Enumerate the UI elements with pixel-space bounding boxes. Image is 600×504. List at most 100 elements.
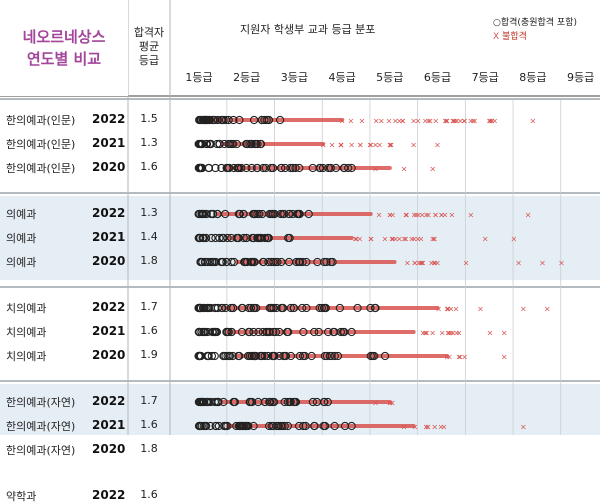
row-year: 2020 <box>92 160 126 174</box>
pass-mark <box>262 327 272 337</box>
pass-mark <box>253 233 263 243</box>
pass-mark <box>301 421 310 431</box>
pass-mark <box>195 351 204 361</box>
pass-mark <box>219 351 228 361</box>
fail-mark: × <box>450 117 457 126</box>
fail-mark: × <box>442 211 449 220</box>
fail-mark: × <box>423 329 430 338</box>
fail-mark: × <box>434 141 441 150</box>
pass-mark <box>380 351 390 361</box>
row-avg-grade: 1.3 <box>140 136 158 149</box>
fail-mark: × <box>399 117 406 126</box>
heading-line-2: 연도별 비교 <box>26 50 102 68</box>
fail-mark: × <box>390 235 397 244</box>
fail-mark: × <box>454 117 461 126</box>
row-label: 한의예과(자연) <box>6 420 76 433</box>
pass-mark <box>280 421 289 431</box>
fail-mark: × <box>429 165 436 174</box>
pass-mark <box>249 115 259 125</box>
pass-mark <box>247 139 256 149</box>
fail-mark: × <box>431 259 438 268</box>
row-year: 2022 <box>92 300 126 314</box>
fail-mark: × <box>415 259 422 268</box>
row-year: 2022 <box>92 394 126 408</box>
pass-mark <box>267 209 276 219</box>
fail-mark: × <box>445 329 452 338</box>
chart-title: 지원자 학생부 교과 등급 분포 <box>240 23 376 36</box>
pass-mark <box>246 303 256 313</box>
fail-mark: × <box>470 117 477 126</box>
pass-mark <box>366 351 375 361</box>
pass-mark <box>276 209 285 219</box>
pass-mark <box>206 139 215 149</box>
pass-mark <box>235 209 244 219</box>
pass-mark <box>327 351 336 361</box>
row-label: 의예과 <box>6 256 37 269</box>
fail-mark: × <box>402 235 409 244</box>
pass-mark <box>207 351 217 361</box>
fail-mark: × <box>442 117 449 126</box>
pass-mark <box>227 257 236 267</box>
pass-mark <box>347 421 356 431</box>
fail-mark: × <box>446 329 453 338</box>
pass-mark <box>317 303 327 313</box>
pass-mark <box>286 163 295 173</box>
fail-mark: × <box>427 117 434 126</box>
fail-mark: × <box>448 211 455 220</box>
pass-mark <box>269 327 278 337</box>
row-label: 한의예과(인문) <box>6 114 76 127</box>
pass-mark <box>319 397 329 407</box>
pass-mark <box>250 257 259 267</box>
pass-mark <box>209 115 218 125</box>
pass-mark <box>333 351 343 361</box>
fail-mark: × <box>429 235 436 244</box>
pass-mark <box>258 327 268 337</box>
fail-mark: × <box>372 141 379 150</box>
pass-mark <box>338 327 348 337</box>
pass-mark <box>323 327 333 337</box>
pass-mark <box>250 139 259 149</box>
fail-mark: × <box>386 399 393 408</box>
row-year: 2022 <box>92 206 126 220</box>
pass-mark <box>205 115 215 125</box>
pass-mark <box>224 327 233 337</box>
pass-mark <box>269 303 278 313</box>
pass-mark <box>294 421 304 431</box>
pass-mark <box>295 209 304 219</box>
pass-mark <box>299 327 308 337</box>
avg-grade-header: 합격자 평균 등급 <box>130 26 168 68</box>
pass-mark <box>198 397 207 407</box>
fail-mark: × <box>432 211 439 220</box>
pass-mark <box>226 303 236 313</box>
pass-mark <box>218 257 227 267</box>
fail-mark: × <box>501 353 508 362</box>
fail-mark: × <box>419 259 426 268</box>
pass-mark <box>310 327 319 337</box>
fail-mark: × <box>338 141 345 150</box>
fail-mark: × <box>438 423 445 432</box>
pass-mark <box>223 233 232 243</box>
row-avg-grade: 1.4 <box>140 230 158 243</box>
row-year: 2020 <box>92 348 126 362</box>
row-year: 2020 <box>92 442 126 456</box>
row-year: 2021 <box>92 230 126 244</box>
pass-mark <box>212 327 222 337</box>
fail-mark: × <box>353 235 360 244</box>
fail-mark: × <box>432 259 439 268</box>
row-label: 한의예과(인문) <box>6 162 76 175</box>
fail-mark: × <box>488 117 495 126</box>
pass-mark <box>200 115 209 125</box>
row-year: 2022 <box>92 112 126 126</box>
fail-mark: × <box>428 259 435 268</box>
row-year: 2021 <box>92 324 126 338</box>
fail-mark: × <box>461 117 468 126</box>
pass-mark <box>284 327 293 337</box>
fail-mark: × <box>367 141 374 150</box>
pass-mark <box>275 115 285 125</box>
pass-mark <box>221 351 230 361</box>
fail-mark: × <box>452 117 459 126</box>
pass-mark <box>234 351 243 361</box>
pass-mark <box>232 421 241 431</box>
pass-mark <box>211 421 221 431</box>
pass-mark <box>198 303 208 313</box>
